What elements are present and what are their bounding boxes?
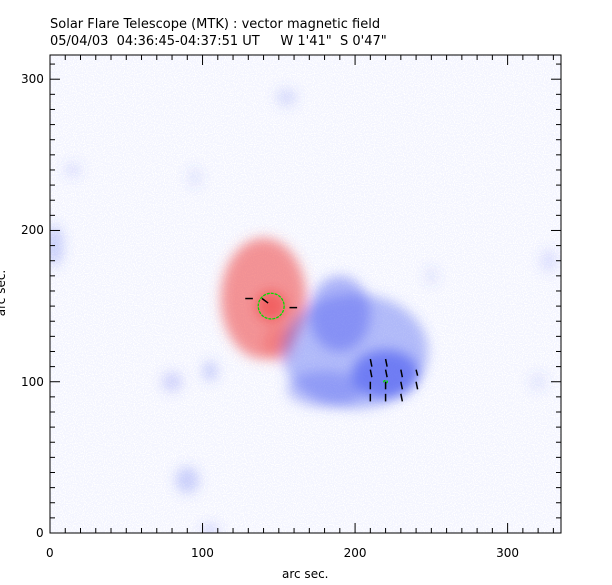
field-vector: [369, 358, 373, 367]
negative-field-region: [175, 466, 200, 494]
negative-field-region: [201, 523, 220, 533]
negative-field-region: [63, 162, 83, 178]
field-contour: [257, 292, 285, 320]
x-tick-label: 0: [46, 546, 54, 560]
y-tick-label: 200: [21, 223, 44, 238]
y-axis-label: arc sec.: [0, 269, 9, 317]
positive-field-region: [255, 290, 287, 322]
field-vector: [415, 381, 419, 390]
negative-field-region: [275, 88, 298, 107]
negative-field-region: [187, 166, 203, 189]
y-tick-label: 300: [21, 72, 44, 87]
negative-field-region: [528, 372, 548, 391]
negative-field-region: [161, 371, 183, 393]
plot-frame: [49, 54, 562, 534]
field-vector: [261, 297, 269, 304]
field-vector: [384, 358, 388, 367]
negative-field-region: [286, 371, 363, 408]
x-tick-label: 300: [496, 546, 520, 560]
field-vector: [400, 381, 404, 390]
x-tick-label: 100: [191, 546, 214, 560]
negative-field-region: [202, 360, 218, 382]
negative-field-region: [423, 266, 439, 285]
chart-subtitle: 05/04/03 04:36:45-04:37:51 UT W 1'41" S …: [50, 34, 387, 49]
x-tick-label: 200: [343, 546, 367, 560]
field-vector: [384, 369, 388, 378]
field-vector: [400, 369, 404, 378]
negative-field-region: [539, 248, 558, 273]
y-tick-label: 0: [36, 526, 44, 540]
negative-field-region: [50, 224, 64, 267]
field-vector: [415, 369, 419, 376]
chart-title: Solar Flare Telescope (MTK) : vector mag…: [50, 17, 381, 32]
y-tick-label: 100: [21, 374, 44, 389]
x-axis-label: arc sec.: [282, 567, 329, 581]
field-vector: [369, 369, 373, 378]
negative-field-region: [309, 275, 371, 352]
field-vector: [400, 393, 404, 402]
